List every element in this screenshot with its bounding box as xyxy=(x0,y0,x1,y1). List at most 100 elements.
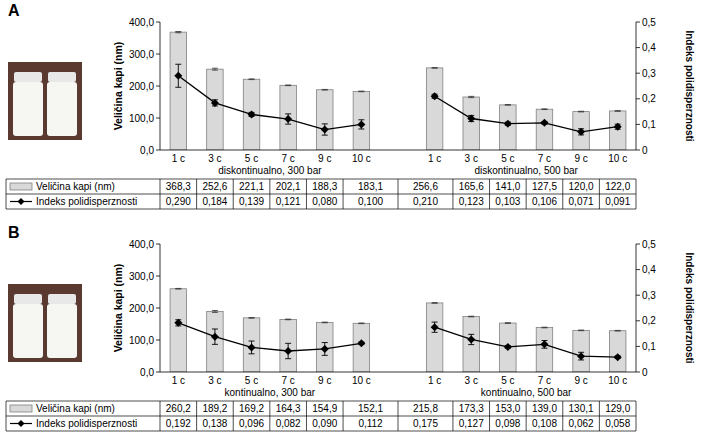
y2-tick xyxy=(636,98,640,99)
line xyxy=(435,96,618,132)
bar-error xyxy=(175,288,181,290)
marker xyxy=(211,99,219,107)
table-rule xyxy=(562,179,563,209)
x-tick-label: 9 c xyxy=(318,375,331,386)
photo xyxy=(8,284,82,362)
bar-error xyxy=(358,91,364,93)
table-cell: 154,9 xyxy=(312,403,337,414)
table-swatch xyxy=(10,405,32,412)
table-cell: 0,096 xyxy=(239,418,264,429)
x-tick-label: 1 c xyxy=(428,375,441,386)
table-rule xyxy=(489,179,490,209)
table-cell: 189,2 xyxy=(202,403,227,414)
y2-tick xyxy=(636,73,640,74)
table-cell: 202,1 xyxy=(276,181,301,192)
error-bar xyxy=(175,320,181,326)
bar-error xyxy=(249,78,255,80)
table-row-label: Indeks polidisperznosti xyxy=(36,196,137,207)
table-cell: 215,8 xyxy=(413,403,438,414)
x-tick-label: 7 c xyxy=(281,375,294,386)
marker xyxy=(577,352,585,360)
y-tick-label: 400,0 xyxy=(129,239,154,250)
panel-letter: A xyxy=(8,2,20,19)
y2-tick-label: 0 xyxy=(642,367,648,378)
error-bar xyxy=(468,334,474,344)
marker xyxy=(431,323,439,331)
table-rule xyxy=(489,401,490,431)
error-bar xyxy=(468,115,474,121)
y-tick xyxy=(156,118,160,119)
x-axis xyxy=(160,150,636,151)
x-tick-label: 7 c xyxy=(538,153,551,164)
table-cell: 164,3 xyxy=(276,403,301,414)
table-swatch xyxy=(10,183,32,190)
bar-error xyxy=(541,108,547,110)
bar xyxy=(463,317,479,372)
table-swatch xyxy=(18,198,25,205)
table-rule xyxy=(599,179,600,209)
x-tick-label: 1 c xyxy=(428,153,441,164)
table-row-label: Indeks polidisperznosti xyxy=(36,418,137,429)
y2-tick-label: 0,3 xyxy=(642,68,656,79)
y2-tick-label: 0,4 xyxy=(642,42,656,53)
y2-tick xyxy=(636,320,640,321)
table-cell: 0,192 xyxy=(166,418,191,429)
marker xyxy=(467,335,475,343)
y-tick-label: 0,0 xyxy=(140,145,154,156)
table-cell: 0,127 xyxy=(459,418,484,429)
table-cell: 0,184 xyxy=(202,196,227,207)
table-rule xyxy=(196,179,197,209)
table-cell: 0,103 xyxy=(495,196,520,207)
table-cell: 0,058 xyxy=(605,418,630,429)
y2-tick xyxy=(636,150,640,151)
y2-tick-label: 0,5 xyxy=(642,239,656,250)
table-cell: 260,2 xyxy=(166,403,191,414)
table-rule xyxy=(306,401,307,431)
y-tick-label: 200,0 xyxy=(129,303,154,314)
error-bar xyxy=(358,120,364,129)
marker xyxy=(174,319,182,327)
y2-tick xyxy=(636,22,640,23)
x-tick-label: 5 c xyxy=(501,375,514,386)
vial xyxy=(13,304,43,358)
x-tick-label: 3 c xyxy=(208,153,221,164)
bar xyxy=(500,105,516,150)
table-cell: 0,139 xyxy=(239,196,264,207)
table-cell: 120,0 xyxy=(569,181,594,192)
x-tick-label: 1 c xyxy=(172,375,185,386)
table-cell: 0,098 xyxy=(495,418,520,429)
vial xyxy=(13,82,43,136)
marker xyxy=(504,343,512,351)
table-cell: 173,3 xyxy=(459,403,484,414)
marker xyxy=(211,333,219,341)
table-rule xyxy=(306,179,307,209)
y-tick-label: 100,0 xyxy=(129,335,154,346)
table-cell: 0,062 xyxy=(569,418,594,429)
bar-error xyxy=(505,322,511,324)
marker xyxy=(504,120,512,128)
table-rule xyxy=(6,401,7,431)
bar xyxy=(500,323,516,372)
table-rule xyxy=(398,401,399,431)
bar-error xyxy=(358,323,364,325)
table-cell: 188,3 xyxy=(312,181,337,192)
y2-axis-title: Indeks polidisperznosti xyxy=(684,252,695,363)
x-tick-label: 9 c xyxy=(574,153,587,164)
bar xyxy=(317,90,333,150)
vial-cap xyxy=(48,294,76,304)
table-cell: 0,106 xyxy=(532,196,557,207)
y-tick xyxy=(156,86,160,87)
table-cell: 0,138 xyxy=(202,418,227,429)
y-tick xyxy=(156,150,160,151)
table-cell: 122,0 xyxy=(605,181,630,192)
bar-error xyxy=(505,104,511,106)
y-axis-title: Veličina kapi (nm) xyxy=(112,264,124,353)
table-rule xyxy=(398,179,399,209)
error-bar xyxy=(175,64,181,87)
error-bar xyxy=(322,124,328,135)
y2-tick-label: 0,2 xyxy=(642,93,656,104)
bar-error xyxy=(432,67,438,69)
y-tick-label: 400,0 xyxy=(129,17,154,28)
table-cell: 130,1 xyxy=(569,403,594,414)
marker xyxy=(284,115,292,123)
